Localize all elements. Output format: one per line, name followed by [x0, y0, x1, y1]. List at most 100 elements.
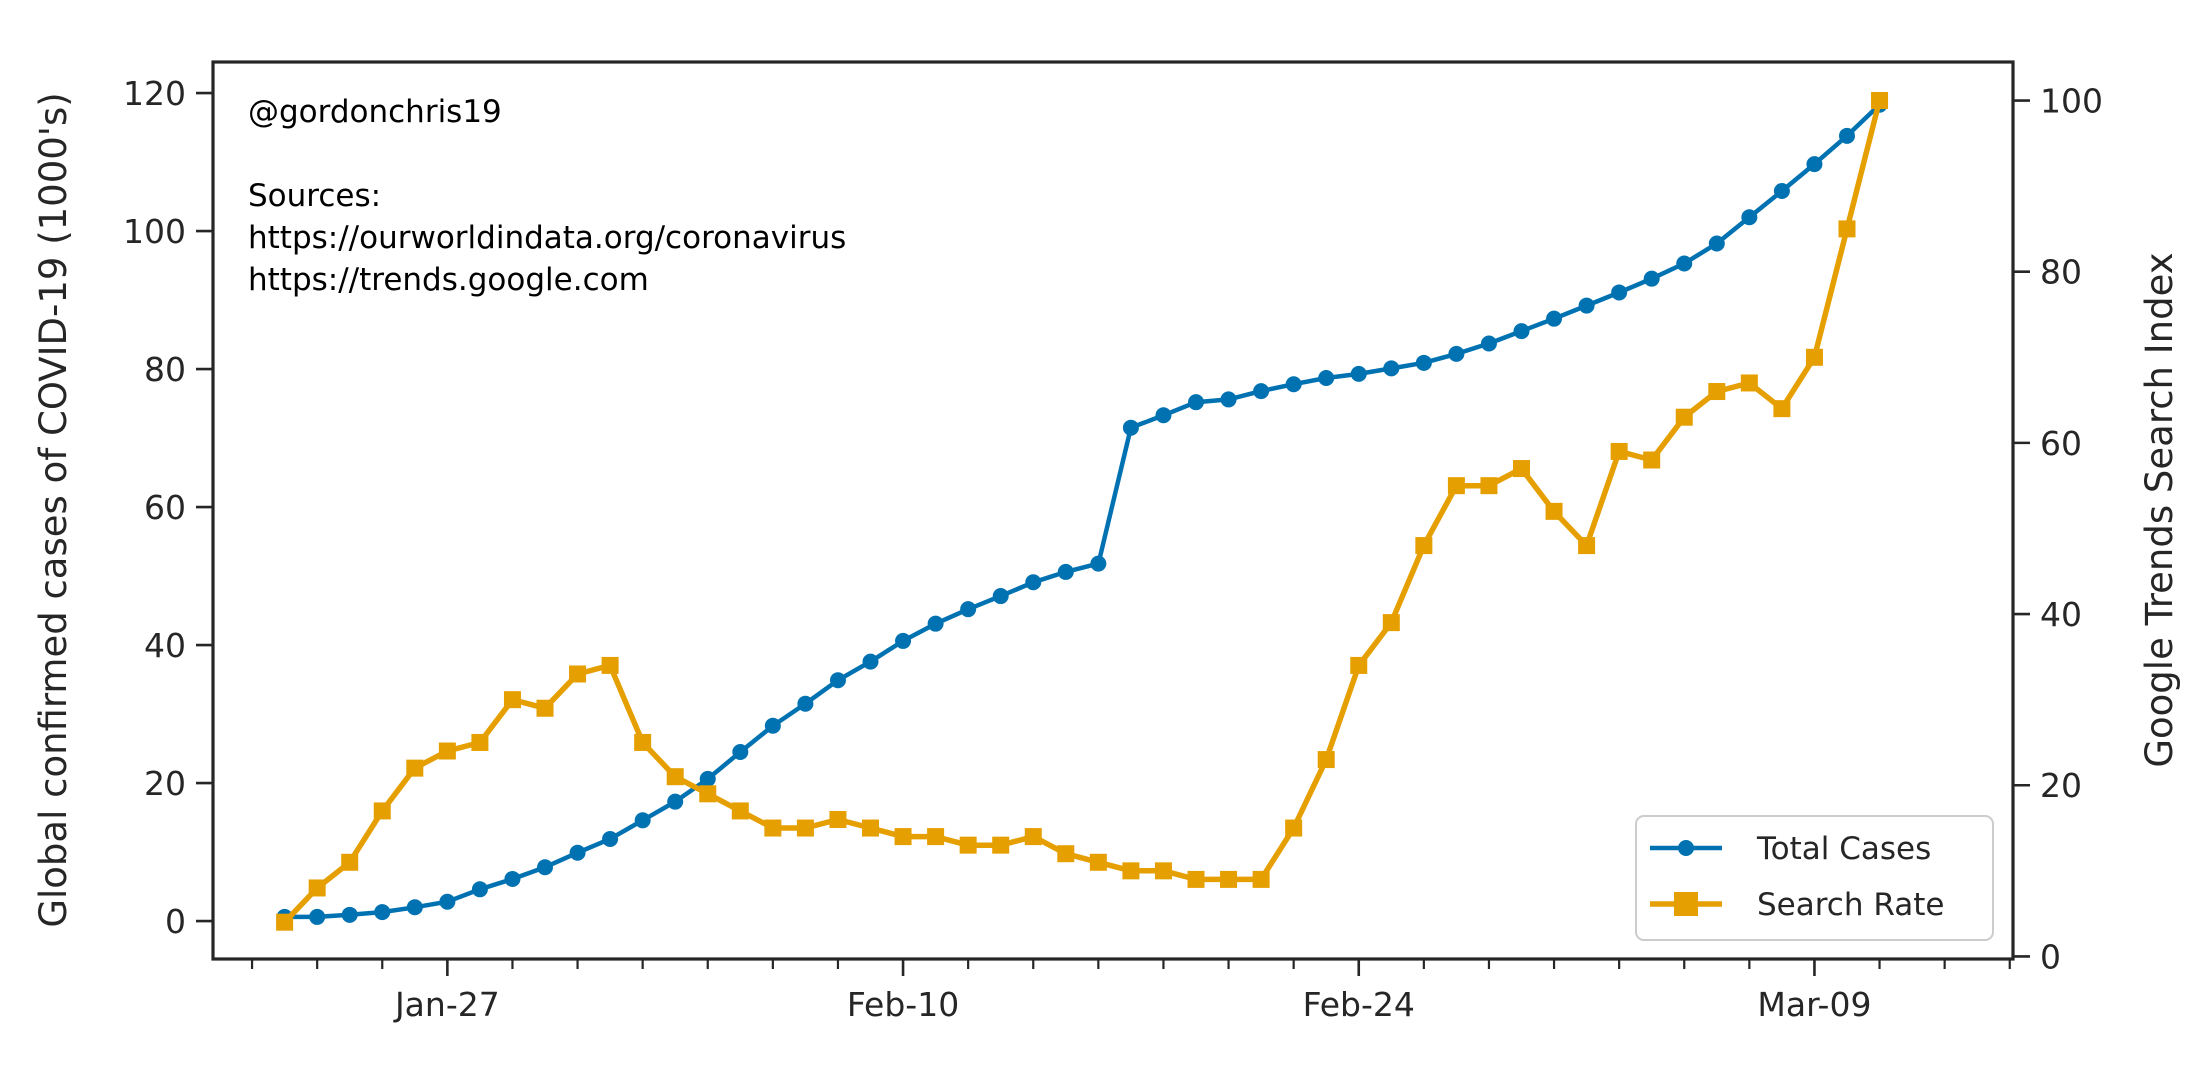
y-axis-right-title: Google Trends Search Index — [2138, 252, 2181, 767]
data-point-search-rate — [1122, 862, 1140, 880]
data-point-search-rate — [536, 699, 554, 717]
data-point-search-rate — [1382, 614, 1400, 632]
x-tick-label: Jan-27 — [393, 985, 500, 1024]
data-point-search-rate — [1480, 477, 1498, 495]
source-google-trends: https://trends.google.com — [248, 262, 649, 298]
data-point-total-cases — [1220, 391, 1237, 408]
data-point-total-cases — [1741, 209, 1758, 226]
x-tick-label: Feb-24 — [1303, 985, 1415, 1024]
data-point-search-rate — [601, 656, 619, 674]
data-point-search-rate — [1089, 853, 1107, 871]
y-left-tick-label: 80 — [144, 350, 186, 389]
data-point-total-cases — [1285, 376, 1302, 393]
data-point-search-rate — [1740, 374, 1758, 392]
data-point-search-rate — [1415, 537, 1433, 555]
y-left-tick-label: 20 — [144, 764, 186, 803]
plot-frame — [211, 60, 2015, 961]
data-point-search-rate — [1805, 348, 1823, 366]
legend: Total Cases Search Rate — [1635, 815, 1994, 941]
data-point-total-cases — [569, 844, 586, 861]
data-point-search-rate — [1154, 862, 1172, 880]
y-right-tick-label: 100 — [2040, 82, 2103, 121]
legend-marker-search-rate — [1674, 892, 1698, 916]
data-point-search-rate — [373, 802, 391, 820]
data-point-total-cases — [634, 812, 651, 829]
data-point-search-rate — [1708, 383, 1726, 401]
data-point-total-cases — [732, 744, 749, 760]
y-right-tick-label: 20 — [2040, 766, 2082, 805]
data-point-search-rate — [1220, 870, 1238, 888]
data-point-search-rate — [959, 836, 977, 854]
data-point-total-cases — [1676, 255, 1693, 272]
data-point-total-cases — [1448, 345, 1465, 362]
data-point-search-rate — [1350, 656, 1368, 674]
data-point-total-cases — [341, 906, 358, 923]
x-tick-label: Feb-10 — [847, 985, 959, 1024]
data-point-total-cases — [862, 653, 879, 670]
data-point-total-cases — [1025, 574, 1042, 591]
data-point-total-cases — [1415, 354, 1432, 371]
data-point-search-rate — [796, 819, 814, 837]
data-point-search-rate — [699, 785, 717, 803]
data-point-total-cases — [1188, 394, 1205, 411]
legend-label-search-rate: Search Rate — [1757, 887, 1944, 923]
data-point-total-cases — [667, 793, 684, 810]
y-axis-left-title: Global confirmed cases of COVID-19 (1000… — [32, 92, 75, 927]
data-point-total-cases — [1838, 127, 1855, 144]
data-point-total-cases — [1057, 563, 1074, 580]
series-layer — [276, 92, 1889, 931]
data-point-total-cases — [1253, 383, 1270, 400]
data-point-search-rate — [1447, 477, 1465, 495]
data-point-search-rate — [829, 810, 847, 828]
legend-label-total-cases: Total Cases — [1756, 831, 1931, 867]
data-point-search-rate — [1057, 845, 1075, 863]
data-point-search-rate — [894, 828, 912, 846]
data-point-search-rate — [308, 879, 326, 897]
y-left-tick-label: 100 — [123, 212, 186, 251]
data-point-total-cases — [439, 893, 456, 910]
data-point-search-rate — [927, 828, 945, 846]
data-point-total-cases — [895, 632, 912, 649]
axes-layer: Jan-27 Feb-10 Feb-24 Mar-09 0 20 40 60 80 100 120 0… — [123, 74, 2103, 1024]
data-point-search-rate — [862, 819, 880, 837]
data-point-search-rate — [1578, 537, 1596, 555]
data-point-search-rate — [1285, 819, 1303, 837]
data-point-search-rate — [341, 853, 359, 871]
data-point-total-cases — [1578, 297, 1595, 314]
data-point-total-cases — [797, 695, 814, 712]
data-point-total-cases — [992, 588, 1009, 605]
data-point-search-rate — [276, 913, 294, 931]
legend-marker-total-cases — [1678, 840, 1694, 856]
data-point-search-rate — [764, 819, 782, 837]
data-point-search-rate — [406, 759, 424, 777]
data-point-total-cases — [537, 859, 554, 876]
data-point-total-cases — [309, 908, 326, 925]
data-point-total-cases — [1643, 270, 1660, 287]
data-point-search-rate — [992, 836, 1010, 854]
y-right-tick-label: 40 — [2040, 595, 2082, 634]
data-point-search-rate — [1187, 870, 1205, 888]
data-point-total-cases — [504, 870, 521, 887]
x-tick-label: Mar-09 — [1757, 985, 1871, 1024]
data-point-search-rate — [731, 802, 749, 820]
data-point-search-rate — [569, 665, 587, 683]
y-left-tick-label: 40 — [144, 626, 186, 665]
data-point-search-rate — [1871, 92, 1889, 110]
data-point-total-cases — [764, 717, 781, 734]
data-point-total-cases — [960, 601, 977, 618]
data-point-total-cases — [602, 830, 619, 847]
data-point-total-cases — [1155, 407, 1172, 424]
data-point-total-cases — [1480, 335, 1497, 352]
data-point-search-rate — [1643, 451, 1661, 469]
data-point-total-cases — [1611, 284, 1628, 301]
data-point-search-rate — [1024, 828, 1042, 846]
data-point-total-cases — [1383, 360, 1400, 377]
data-point-total-cases — [1350, 365, 1367, 382]
y-right-tick-label: 80 — [2040, 253, 2082, 292]
y-right-tick-label: 0 — [2040, 937, 2061, 976]
data-point-search-rate — [666, 768, 684, 786]
data-point-total-cases — [927, 615, 944, 632]
data-point-total-cases — [1513, 323, 1530, 340]
